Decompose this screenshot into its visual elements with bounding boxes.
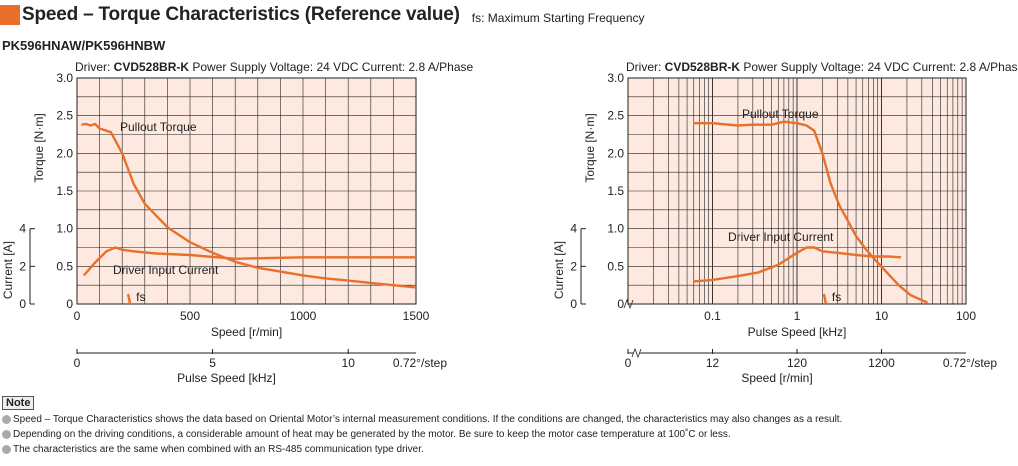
note-item: The characteristics are the same when co… — [2, 444, 842, 455]
x-tick-label: 500 — [180, 309, 200, 323]
x-tick-label: 100 — [956, 309, 976, 323]
driver-input-current-curve — [82, 246, 416, 277]
note-text: The characteristics are the same when co… — [13, 444, 424, 455]
y-tick-label: 0 — [617, 297, 624, 311]
y-tick-label: 2.0 — [56, 146, 73, 160]
y2-tick-label: 0 — [19, 297, 26, 311]
x-tick-label: 1500 — [403, 309, 430, 323]
y-tick-label: 1.0 — [56, 222, 73, 236]
note-item: Speed – Torque Characteristics shows the… — [2, 414, 842, 425]
x2-step-label: 0.72°/step — [393, 356, 447, 370]
y-tick-label: 0 — [66, 297, 73, 311]
note-text: Depending on the driving conditions, a c… — [13, 429, 731, 440]
plot-frame — [76, 77, 417, 305]
page-subtitle: fs: Maximum Starting Frequency — [471, 10, 645, 25]
y-tick-label: 2.5 — [56, 109, 73, 123]
chart-log: Driver: CVD528BR-K Power Supply Voltage:… — [552, 60, 1018, 385]
chart-conditions: Driver: CVD528BR-K Power Supply Voltage:… — [75, 60, 474, 74]
y2-axis-label: Current [A] — [1, 241, 15, 299]
x-tick-label: 1 — [794, 309, 801, 323]
axis-break-mark — [631, 347, 642, 359]
pullout-torque-curve — [81, 122, 417, 289]
y2-tick-label: 2 — [19, 259, 26, 273]
y2-tick-label: 2 — [570, 259, 577, 273]
notes-label: Note — [2, 396, 35, 410]
y2-tick-label: 4 — [570, 222, 577, 236]
x-axis-label: Speed [r/min] — [211, 325, 282, 339]
y-tick-label: 3.0 — [607, 71, 624, 85]
driver-input-current-curve — [693, 246, 902, 283]
x-tick-label: 0.1 — [704, 309, 721, 323]
fs-marker — [822, 293, 828, 305]
x2-tick-label: 0 — [625, 356, 632, 370]
note-text: Speed – Torque Characteristics shows the… — [13, 414, 843, 425]
page-title: Speed – Torque Characteristics (Referenc… — [22, 4, 460, 25]
y-tick-label: 1.5 — [56, 184, 73, 198]
chart-linear: Driver: CVD528BR-K Power Supply Voltage:… — [1, 60, 474, 385]
bullet-icon — [2, 445, 11, 454]
driver-input-current-label: Driver Input Current — [113, 263, 219, 277]
y2-tick-label: 0 — [570, 297, 577, 311]
x-tick-label: 10 — [875, 309, 889, 323]
notes-section: Note Speed – Torque Characteristics show… — [2, 396, 842, 455]
note-item: Depending on the driving conditions, a c… — [2, 429, 842, 440]
y-axis-label: Torque [N·m] — [583, 113, 597, 182]
x2-tick-label: 5 — [209, 356, 216, 370]
x2-tick-label: 12 — [706, 356, 720, 370]
page-header: Speed – Torque Characteristics (Referenc… — [0, 2, 645, 28]
y-tick-label: 2.5 — [607, 109, 624, 123]
y-tick-label: 0.5 — [607, 259, 624, 273]
x2-axis-label: Speed [r/min] — [741, 371, 812, 385]
fs-marker — [126, 293, 132, 305]
plot-frame — [627, 77, 967, 305]
bullet-icon — [2, 415, 11, 424]
y-tick-label: 2.0 — [607, 146, 624, 160]
y-tick-label: 1.5 — [607, 184, 624, 198]
bullet-icon — [2, 430, 11, 439]
x2-tick-label: 0 — [74, 356, 81, 370]
x2-axis-label: Pulse Speed [kHz] — [177, 371, 276, 385]
y-tick-label: 1.0 — [607, 222, 624, 236]
pullout-torque-label: Pullout Torque — [742, 107, 819, 121]
x2-step-label: 0.72°/step — [943, 356, 997, 370]
chart-conditions: Driver: CVD528BR-K Power Supply Voltage:… — [626, 60, 1018, 74]
x-tick-label: 1000 — [290, 309, 317, 323]
model-label: PK596HNAW/PK596HNBW — [2, 38, 166, 53]
x2-tick-label: 120 — [787, 356, 807, 370]
y-tick-label: 3.0 — [56, 71, 73, 85]
axis-break-mark — [623, 298, 634, 310]
x2-tick-label: 1200 — [868, 356, 895, 370]
pullout-torque-curve — [693, 120, 928, 304]
driver-input-current-label: Driver Input Current — [728, 230, 834, 244]
y-axis-label: Torque [N·m] — [32, 113, 46, 182]
y2-axis-label: Current [A] — [552, 241, 566, 299]
header-accent-square — [0, 5, 20, 25]
fs-label: fs — [832, 290, 841, 304]
y-tick-label: 0.5 — [56, 259, 73, 273]
fs-label: fs — [136, 290, 145, 304]
pullout-torque-label: Pullout Torque — [120, 120, 197, 134]
x2-tick-label: 10 — [342, 356, 356, 370]
x-tick-label: 0 — [74, 309, 81, 323]
y2-tick-label: 4 — [19, 222, 26, 236]
x-axis-label: Pulse Speed [kHz] — [748, 325, 847, 339]
